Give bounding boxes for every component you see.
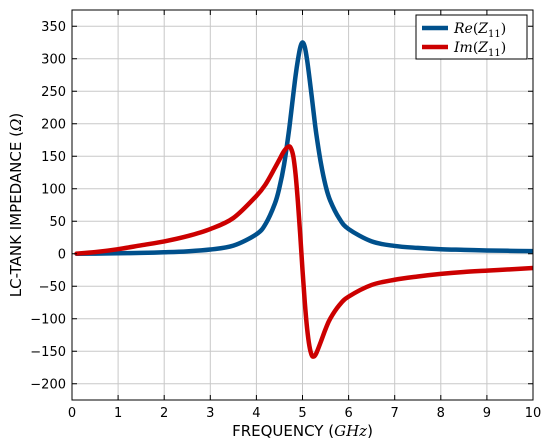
- y-tick-label: 100: [41, 182, 66, 197]
- x-tick-label: 10: [525, 406, 542, 421]
- series-line-re-z11: [74, 40, 533, 256]
- y-axis-unit-close: ): [7, 113, 25, 119]
- y-tick-label: −150: [30, 345, 66, 360]
- x-tick-label: 1: [114, 406, 122, 421]
- x-tick-label: 0: [68, 406, 76, 421]
- y-tick-label: 50: [49, 215, 66, 230]
- x-tick-label: 5: [298, 406, 306, 421]
- y-tick-label: −50: [39, 280, 66, 295]
- legend-box: [415, 14, 528, 60]
- legend: Re(Z11)Im(Z11): [415, 14, 528, 60]
- y-tick-label: 0: [58, 247, 66, 262]
- x-tick-label: 6: [344, 406, 352, 421]
- x-tick-label: 2: [160, 406, 168, 421]
- x-axis-unit-close: ): [367, 422, 373, 440]
- y-tick-label: −200: [30, 377, 66, 392]
- y-axis-unit: Ω: [7, 119, 25, 132]
- y-tick-label: −100: [30, 312, 66, 327]
- x-tick-label: 9: [483, 406, 491, 421]
- y-tick-label: 200: [41, 117, 66, 132]
- x-tick-label: 8: [437, 406, 445, 421]
- x-tick-label: 3: [206, 406, 214, 421]
- series-line-im-z11: [74, 144, 533, 359]
- x-tick-label: 7: [391, 406, 399, 421]
- legend-label: Im(Z11): [453, 40, 506, 59]
- x-axis-unit: GHz: [334, 422, 367, 440]
- x-tick-label: 4: [252, 406, 260, 421]
- x-axis-unit-open: (: [328, 422, 334, 440]
- y-tick-label: 350: [41, 20, 66, 35]
- y-axis-label: LC-TANK IMPEDANCE: [7, 142, 25, 298]
- series-lines: [74, 40, 533, 359]
- ticks: [71, 10, 534, 400]
- y-tick-label: 250: [41, 85, 66, 100]
- y-axis-title: LC-TANK IMPEDANCE (Ω): [7, 113, 25, 298]
- y-tick-label: 150: [41, 150, 66, 165]
- y-axis-unit-open: (: [7, 131, 25, 137]
- tick-labels: 0 1 2 3 4 5 6 7 8 9 10 −200 −150 −100 −50 0 50 100 150 200 2…: [30, 20, 541, 421]
- grid: [71, 10, 534, 400]
- x-axis-title: FREQUENCY (GHz): [232, 422, 373, 440]
- legend-label: Re(Z11): [453, 21, 506, 40]
- y-tick-label: 300: [41, 52, 66, 67]
- x-axis-label: FREQUENCY: [232, 422, 324, 440]
